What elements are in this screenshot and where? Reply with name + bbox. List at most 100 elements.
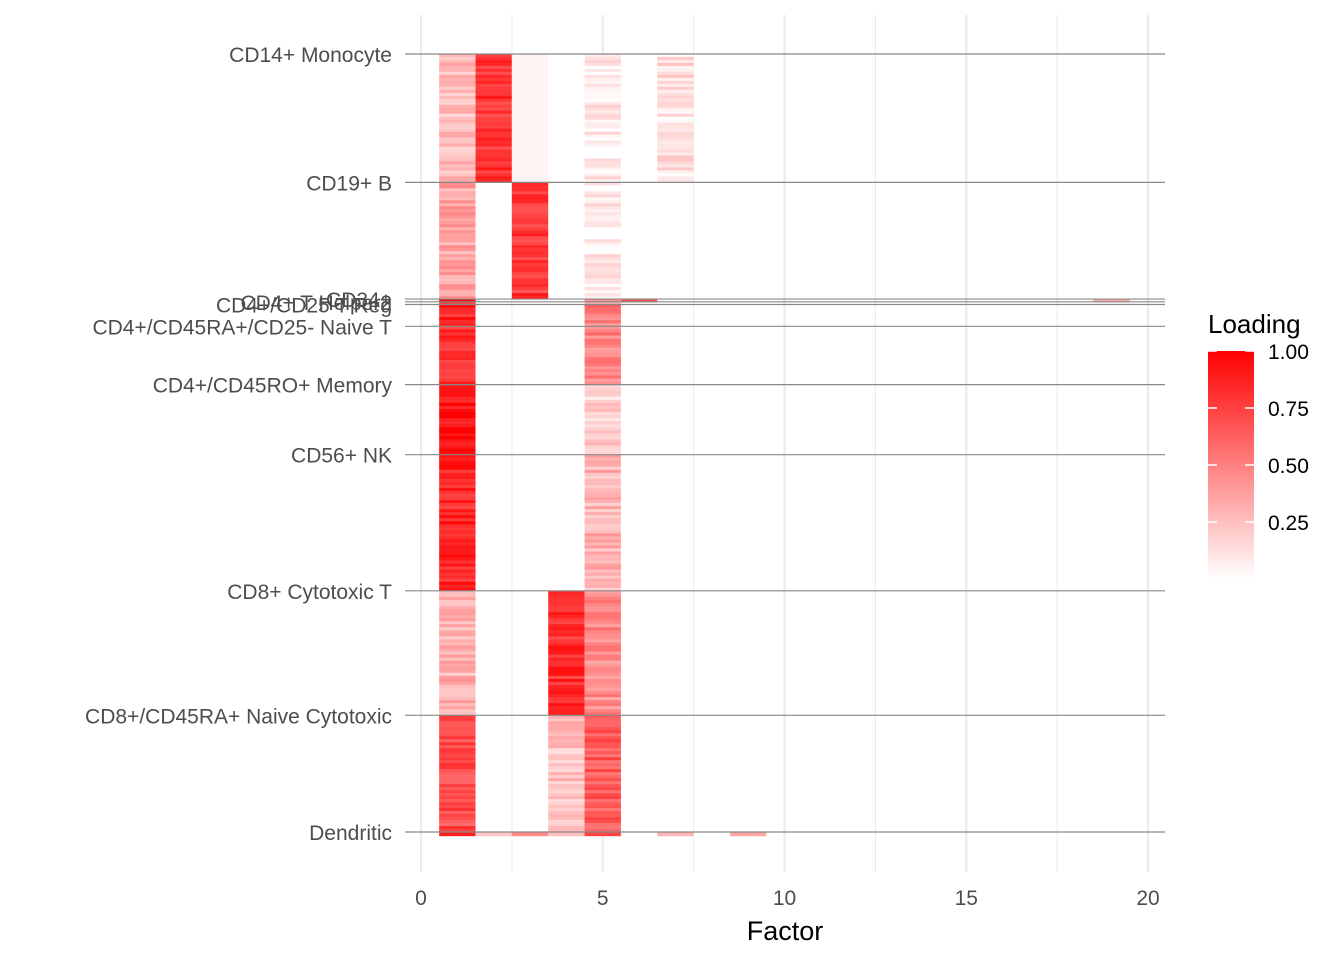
- heatmap-cell: [584, 326, 621, 330]
- heatmap-cell: [584, 745, 621, 749]
- heatmap-cell: [584, 323, 621, 327]
- heatmap-cell: [584, 266, 621, 270]
- heatmap-cell: [511, 179, 549, 183]
- heatmap-cell: [584, 524, 621, 528]
- heatmap-cell: [584, 170, 621, 174]
- heatmap-cell: [439, 554, 476, 558]
- heatmap-cell: [439, 405, 476, 410]
- heatmap-cell: [475, 140, 512, 144]
- heatmap-cell: [584, 448, 621, 452]
- heatmap-cell: [475, 146, 512, 150]
- heatmap-cell: [584, 560, 621, 564]
- heatmap-cell: [475, 110, 512, 115]
- heatmap-cell: [584, 212, 621, 216]
- heatmap-cell: [584, 727, 621, 731]
- heatmap-cell: [584, 164, 621, 168]
- heatmap-cell: [439, 251, 476, 255]
- heatmap-cell: [439, 332, 476, 336]
- heatmap-cell: [584, 378, 621, 382]
- heatmap-cell: [439, 697, 476, 701]
- heatmap-cell: [548, 763, 585, 767]
- heatmap-cell: [584, 811, 621, 815]
- heatmap-cell: [548, 769, 585, 773]
- heatmap-cell: [439, 587, 476, 592]
- heatmap-cell: [584, 301, 621, 306]
- heatmap-cell: [511, 227, 549, 231]
- heatmap-cell: [548, 760, 585, 764]
- heatmap-cell: [548, 648, 585, 652]
- heatmap-cell: [439, 149, 476, 153]
- heatmap-cell: [584, 384, 621, 388]
- heatmap-cell: [439, 366, 476, 370]
- heatmap-cell: [584, 663, 621, 668]
- heatmap-cell: [439, 200, 476, 204]
- heatmap-cell: [584, 281, 621, 285]
- heatmap-cell: [439, 227, 476, 231]
- heatmap-cell: [584, 272, 621, 276]
- heatmap-cell: [439, 92, 476, 97]
- heatmap-cell: [439, 666, 476, 671]
- heatmap-cell: [439, 143, 476, 147]
- heatmap-cell: [511, 113, 549, 117]
- heatmap-cell: [439, 826, 476, 830]
- heatmap-cell: [439, 709, 476, 713]
- heatmap-cell: [439, 427, 476, 431]
- heatmap-cell: [475, 71, 512, 76]
- heatmap-cell: [439, 566, 476, 570]
- heatmap-cell: [584, 310, 621, 315]
- heatmap-cell: [657, 167, 694, 171]
- heatmap-cell: [584, 733, 621, 737]
- heatmap-cell: [439, 239, 476, 243]
- heatmap-cell: [511, 62, 549, 67]
- heatmap-cell: [584, 158, 621, 162]
- heatmap-cell: [584, 703, 621, 707]
- heatmap-cell: [439, 506, 476, 510]
- heatmap-cell: [439, 307, 476, 312]
- heatmap-cell: [584, 363, 621, 367]
- heatmap-cell: [657, 134, 694, 138]
- heatmap-cell: [584, 194, 621, 198]
- heatmap-cell: [439, 218, 476, 222]
- heatmap-cell: [439, 191, 476, 195]
- heatmap-cell: [439, 781, 476, 785]
- heatmap-cell: [584, 104, 621, 109]
- heatmap-cell: [584, 131, 621, 135]
- heatmap-cell: [511, 287, 549, 291]
- heatmap-cell: [439, 185, 476, 189]
- heatmap-cell: [584, 221, 621, 225]
- heatmap-cell: [511, 278, 549, 282]
- heatmap-cell: [475, 89, 512, 94]
- heatmap-cell: [475, 167, 512, 171]
- heatmap-cell: [584, 278, 621, 282]
- heatmap-cell: [657, 95, 694, 100]
- heatmap-cell: [548, 630, 585, 634]
- legend: Loading 1.00 0.75 0.50 0.25: [1208, 309, 1309, 579]
- heatmap-cell: [584, 433, 621, 437]
- heatmap-cell: [584, 179, 621, 183]
- heatmap-cell: [439, 293, 476, 297]
- heatmap-cell: [439, 421, 476, 425]
- heatmap-cell: [548, 615, 585, 619]
- heatmap-cell: [439, 675, 476, 680]
- heatmap-cell: [584, 460, 621, 465]
- heatmap-cell: [657, 83, 694, 88]
- heatmap-cell: [584, 239, 621, 243]
- heatmap-cell: [439, 248, 476, 252]
- heatmap-cell: [475, 152, 512, 156]
- heatmap-cell: [439, 820, 476, 824]
- heatmap-cell: [584, 125, 621, 129]
- heatmap-cell: [548, 787, 585, 791]
- heatmap-cell: [584, 215, 621, 219]
- heatmap-cell: [584, 548, 621, 552]
- heatmap-cell: [584, 197, 621, 201]
- heatmap-cell: [548, 666, 585, 671]
- heatmap-cell: [439, 497, 476, 501]
- heatmap-cell: [548, 596, 585, 601]
- heatmap-cell: [584, 612, 621, 616]
- y-tick-labels: CD14+ Monocyte CD19+ B CD34+CD4+ T Helper2…: [85, 44, 392, 845]
- heatmap-cell: [439, 627, 476, 631]
- heatmap-cell: [475, 128, 512, 132]
- heatmap-cell: [584, 633, 621, 637]
